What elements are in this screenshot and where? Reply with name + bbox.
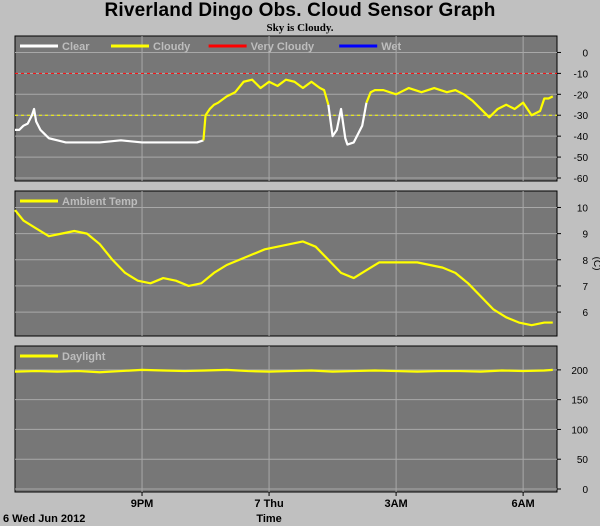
daylight-ytick-label: 200 xyxy=(571,366,588,377)
daylight-ytick-label: 100 xyxy=(571,425,588,436)
cloud-series-line-clear xyxy=(327,102,368,146)
cloud-series-line-clear xyxy=(15,107,204,144)
cloud-ytick-label: -20 xyxy=(574,90,589,101)
cloud-panel: 0 -10 -20 -30 -40 -50 -60 Clear Cloudy Very Cloud… xyxy=(14,35,589,185)
ambient-ylabel: (C) xyxy=(591,257,600,271)
daylight-legend-label: Daylight xyxy=(62,351,106,363)
page-title: Riverland Dingo Obs. Cloud Sensor Graph xyxy=(104,0,496,21)
daylight-ytick-label: 0 xyxy=(582,485,588,496)
x-axis-date-label: 6 Wed Jun 2012 xyxy=(3,513,85,525)
cloud-legend-label: Very Cloudy xyxy=(251,41,315,53)
ambient-legend-label: Ambient Temp xyxy=(62,196,138,208)
cloud-ytick-label: -40 xyxy=(574,132,589,143)
cloud-legend-label: Clear xyxy=(62,41,90,53)
ambient-panel: 10 9 8 7 6 (C) Ambient Temp xyxy=(14,190,600,337)
daylight-ytick-label: 50 xyxy=(577,455,589,466)
ambient-series-line xyxy=(14,209,553,327)
ambient-ytick-label: 9 xyxy=(582,230,588,241)
cloud-series-line-cloudy xyxy=(365,86,554,119)
x-axis-tick-label: 9PM xyxy=(131,498,154,510)
cloud-ytick-label: -10 xyxy=(574,69,589,80)
ambient-ytick-label: 6 xyxy=(582,308,588,319)
sky-status-subtitle: Sky is Cloudy. xyxy=(266,22,334,34)
daylight-panel: 200 150 100 50 0 Daylight xyxy=(14,345,589,496)
cloud-ytick-label: -50 xyxy=(574,153,589,164)
daylight-ytick-label: 150 xyxy=(571,396,588,407)
x-axis-tick-label: 7 Thu xyxy=(254,498,283,510)
x-axis: 9PM 7 Thu 3AM 6AM Time 6 Wed Jun 2012 xyxy=(3,492,535,525)
cloud-ytick-label: 0 xyxy=(582,48,588,59)
x-axis-label: Time xyxy=(256,513,281,525)
daylight-series-line xyxy=(14,368,553,374)
cloud-legend-label: Wet xyxy=(381,41,401,53)
ambient-plot-area xyxy=(14,190,558,337)
ambient-ytick-label: 8 xyxy=(582,256,588,267)
x-axis-tick-label: 6AM xyxy=(512,498,535,510)
cloud-series-line-cloudy xyxy=(202,78,330,141)
ambient-ytick-label: 10 xyxy=(577,203,589,214)
cloud-ytick-label: -60 xyxy=(574,174,589,185)
cloud-plot-area xyxy=(14,35,558,182)
x-axis-tick-label: 3AM xyxy=(384,498,407,510)
ambient-ytick-label: 7 xyxy=(582,282,588,293)
cloud-ytick-label: -30 xyxy=(574,111,589,122)
cloud-legend-label: Cloudy xyxy=(153,41,191,53)
daylight-plot-area xyxy=(14,345,558,493)
